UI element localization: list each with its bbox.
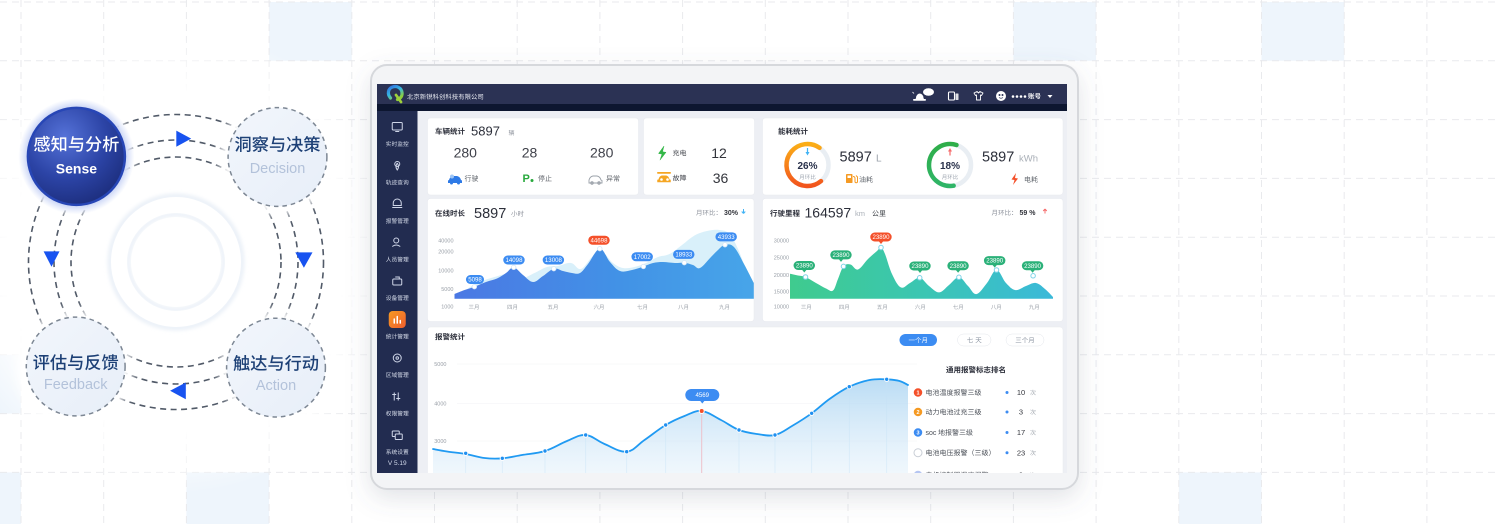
svg-text:17002: 17002 [634,254,652,261]
svg-text:Sense: Sense [56,160,97,176]
svg-text:9: 9 [1019,471,1023,480]
svg-text:30%: 30% [724,210,739,217]
svg-text:P: P [523,173,530,185]
svg-text:10: 10 [1017,388,1025,397]
svg-text:43933: 43933 [718,234,736,241]
svg-text:18%: 18% [940,161,960,172]
svg-text:km: km [855,209,865,218]
svg-text:kWh: kWh [1019,154,1038,165]
svg-text:59 %: 59 % [1020,210,1037,217]
svg-text:23890: 23890 [796,263,814,270]
svg-text:5000: 5000 [434,362,446,368]
svg-text:26%: 26% [797,161,817,172]
svg-text:36: 36 [713,170,729,186]
svg-text:3: 3 [916,431,919,437]
svg-text:40000: 40000 [438,239,453,245]
svg-text:280: 280 [590,145,614,161]
svg-text:10000: 10000 [438,269,453,275]
svg-text:V 5.19: V 5.19 [388,460,407,467]
svg-text:20000: 20000 [774,273,789,279]
svg-text:L: L [876,154,882,165]
svg-text:5000: 5000 [441,287,453,293]
svg-text:Action: Action [256,378,296,394]
svg-text:15000: 15000 [774,290,789,296]
svg-text:5897: 5897 [982,150,1014,166]
svg-text:23890: 23890 [950,263,968,270]
svg-text:Decision: Decision [250,161,306,177]
svg-text:280: 280 [454,145,478,161]
svg-text:5098: 5098 [468,277,482,284]
svg-text:23890: 23890 [912,263,930,270]
svg-text:5897: 5897 [840,150,872,166]
svg-text:1: 1 [916,391,919,397]
svg-text:23890: 23890 [833,252,851,259]
svg-text:3000: 3000 [434,439,446,445]
svg-text:4569: 4569 [696,392,710,399]
svg-text:20000: 20000 [438,250,453,256]
svg-text:17: 17 [1017,428,1025,437]
svg-text:Feedback: Feedback [44,377,108,393]
svg-text:13008: 13008 [545,257,563,264]
svg-text:2: 2 [916,410,919,416]
svg-text:23890: 23890 [873,234,891,241]
svg-text:10000: 10000 [774,305,789,311]
svg-text:30000: 30000 [774,239,789,245]
svg-text:soc: soc [926,430,937,437]
svg-text:23: 23 [1017,448,1025,457]
svg-text:14098: 14098 [506,257,524,264]
svg-text:25000: 25000 [774,256,789,262]
svg-text:5897: 5897 [474,206,506,222]
svg-text:3: 3 [1019,408,1023,417]
svg-text:5897: 5897 [471,124,500,139]
svg-text:23890: 23890 [986,258,1004,265]
svg-text:12: 12 [711,145,727,161]
svg-text:28: 28 [522,145,538,161]
svg-text:1000: 1000 [441,305,453,311]
svg-text:23890: 23890 [1024,263,1042,270]
svg-text:164597: 164597 [805,205,852,221]
svg-text:44698: 44698 [591,237,609,244]
svg-text:4000: 4000 [434,402,446,408]
svg-text:18933: 18933 [675,252,693,259]
